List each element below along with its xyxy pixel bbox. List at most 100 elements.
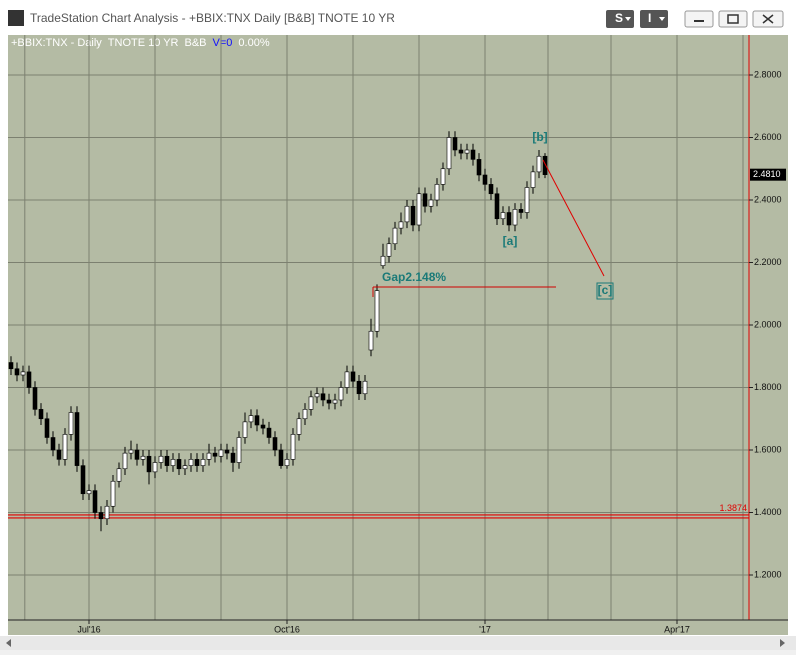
candle-body [104, 505, 110, 520]
candle-body [518, 209, 524, 213]
wave-c-box [596, 282, 614, 300]
close-icon [762, 14, 774, 24]
candle-body [506, 212, 512, 226]
candle-body [416, 193, 422, 226]
candle-body [284, 459, 290, 466]
candle-body [44, 418, 50, 438]
s-button[interactable] [606, 10, 634, 28]
y-tick-label: 2.0000 [754, 319, 782, 329]
minimize-button[interactable] [684, 10, 714, 28]
candle-body [470, 149, 476, 160]
maximize-icon [727, 14, 739, 24]
candle-body [530, 171, 536, 188]
candle-body [350, 371, 356, 382]
gap-label: Gap2.148% [382, 270, 446, 284]
candle-body [32, 387, 38, 410]
candle-body [290, 434, 296, 460]
candle-body [314, 393, 320, 398]
candle-body [134, 449, 140, 460]
candle-body [80, 465, 86, 495]
s-button-label: S [615, 11, 623, 25]
candle-body [176, 459, 182, 470]
candle-body [194, 459, 200, 466]
candle-body [140, 455, 146, 460]
candle-body [56, 449, 62, 460]
candle-body [8, 362, 14, 370]
y-tick-label: 2.6000 [754, 132, 782, 142]
candle-body [536, 155, 542, 173]
candle-body [182, 465, 188, 470]
candle-body [242, 421, 248, 438]
header-item: V=0 [213, 37, 233, 49]
candle-body [146, 455, 152, 473]
x-tick-label: Jul'16 [77, 624, 100, 634]
candle-body [224, 449, 230, 454]
candle-body [212, 452, 218, 457]
candle-body [512, 209, 518, 226]
candle-body [122, 452, 128, 470]
candle-body [278, 449, 284, 466]
i-button-label: I [648, 11, 651, 25]
candle-body [542, 155, 548, 175]
candle-body [320, 393, 326, 401]
candle-body [230, 452, 236, 463]
i-dropdown [659, 17, 665, 21]
candle-body [488, 184, 494, 195]
wave-line [542, 159, 605, 277]
candle-body [38, 409, 44, 420]
candle-body [392, 227, 398, 245]
header-item: 0.00% [238, 37, 269, 49]
candle-body [272, 437, 278, 451]
candle-body [344, 371, 350, 388]
candle-body [116, 468, 122, 482]
candle-body [386, 243, 392, 257]
last-price-box [750, 168, 786, 181]
support-label: 1.3874 [719, 503, 747, 513]
y-tick-label: 1.6000 [754, 444, 782, 454]
candle-body [152, 462, 158, 473]
candle-body [356, 380, 362, 395]
y-tick-label: 2.2000 [754, 257, 782, 267]
candle-body [464, 149, 470, 154]
y-tick-label: 1.8000 [754, 382, 782, 392]
candle-body [422, 193, 428, 207]
candle-body [206, 452, 212, 460]
wave-b: [b] [532, 130, 547, 144]
candle-body [74, 412, 80, 466]
candle-body [404, 205, 410, 223]
scrollbar[interactable] [0, 636, 796, 650]
s-dropdown [625, 17, 631, 21]
candle-body [236, 437, 242, 463]
candle-body [458, 149, 464, 154]
candle-body [62, 434, 68, 460]
scroll-left [6, 639, 11, 647]
candle-body [368, 330, 374, 351]
wave-a: [a] [503, 234, 518, 248]
y-tick-label: 2.4000 [754, 194, 782, 204]
candle-body [14, 368, 20, 376]
candle-body [98, 512, 104, 520]
header-item: TNOTE 10 YR [108, 37, 179, 49]
candle-body [524, 187, 530, 213]
last-price-label: 2.4810 [753, 169, 781, 179]
candle-body [164, 455, 170, 466]
i-button[interactable] [640, 10, 668, 28]
candle-body [446, 137, 452, 170]
candle-body [434, 184, 440, 201]
header-item: +BBIX:TNX - Daily [11, 37, 102, 49]
plot: +BBIX:TNX - Daily TNOTE 10 YR B&B V=0 0.00% 1… [8, 35, 788, 634]
candle-body [482, 174, 488, 185]
candle-body [158, 455, 164, 463]
maximize-button[interactable] [718, 10, 748, 28]
candle-body [398, 221, 404, 229]
candle-body [308, 396, 314, 410]
candle-body [218, 449, 224, 457]
chart-background [8, 35, 788, 635]
candle-body [92, 490, 98, 513]
candle-body [86, 490, 92, 495]
candle-body [188, 459, 194, 466]
chart-header: +BBIX:TNX - Daily TNOTE 10 YR B&B V=0 0.00% [11, 37, 270, 49]
app-icon [8, 10, 24, 26]
scroll-right [780, 639, 785, 647]
